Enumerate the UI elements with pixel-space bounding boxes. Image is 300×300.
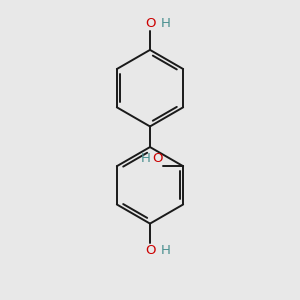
Text: H: H: [141, 152, 151, 165]
Text: H: H: [161, 17, 171, 30]
Text: O: O: [152, 152, 163, 165]
Text: O: O: [145, 244, 155, 256]
Text: H: H: [161, 244, 171, 256]
Text: O: O: [145, 17, 155, 30]
